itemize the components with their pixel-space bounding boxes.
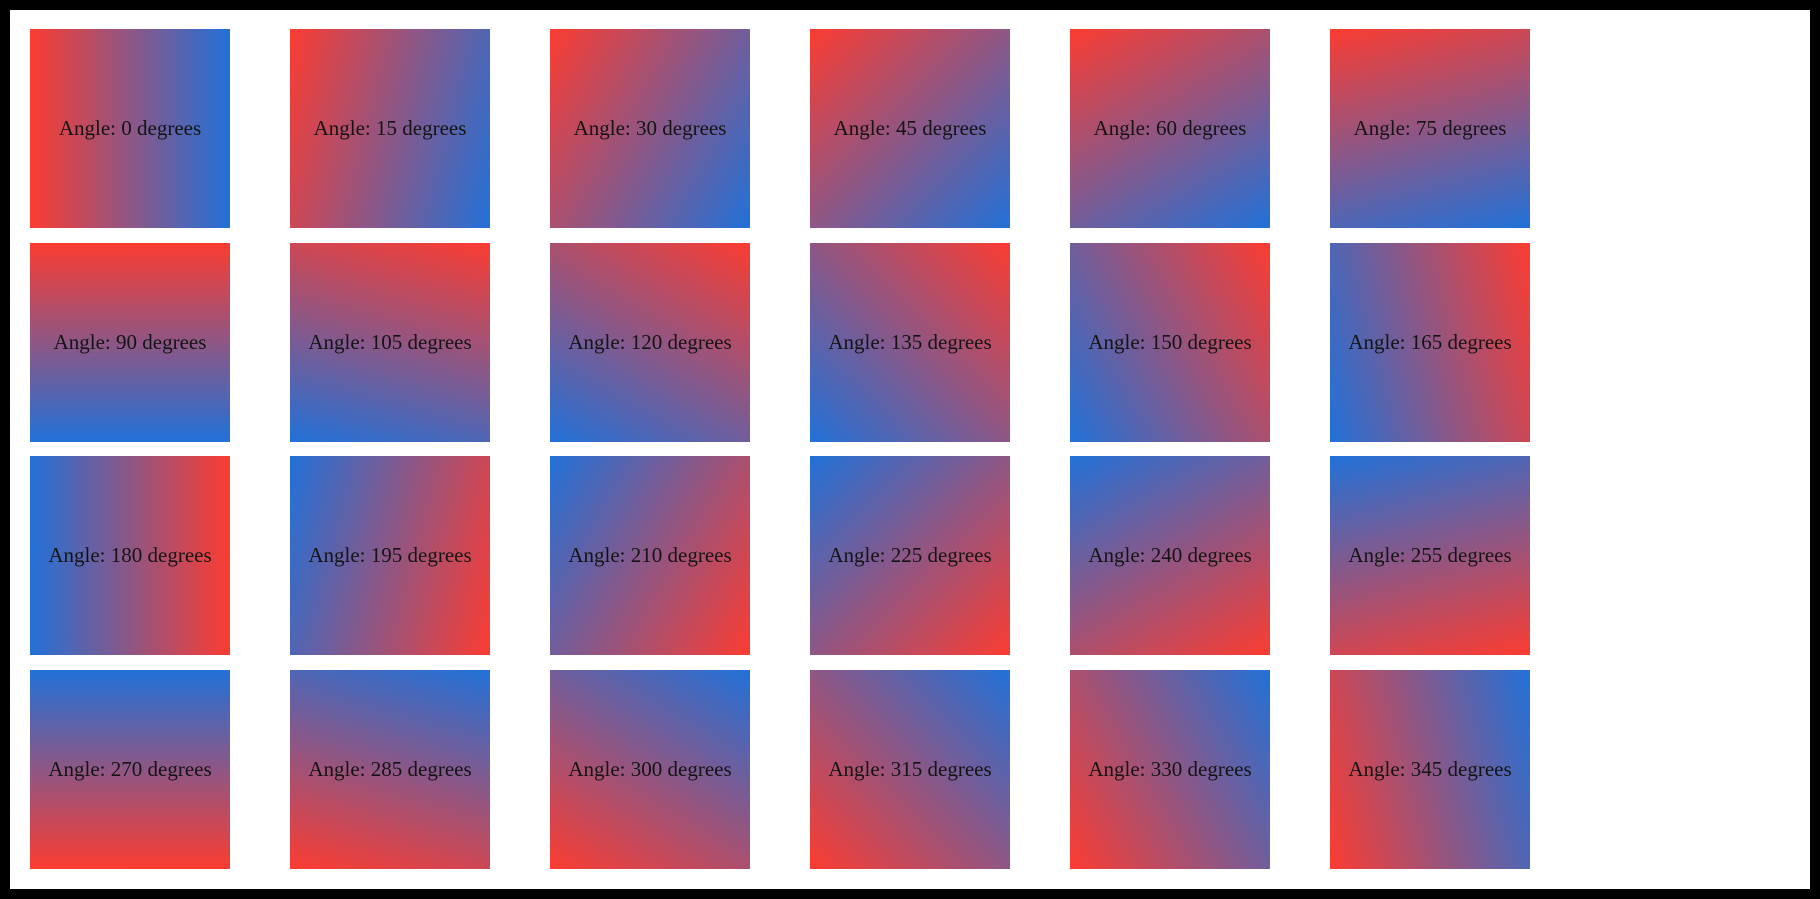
tile-label: Angle: 60 degrees <box>1093 116 1247 140</box>
gradient-tile: Angle: 195 degrees <box>290 456 490 655</box>
tile-label: Angle: 15 degrees <box>313 116 467 140</box>
tile-label: Angle: 195 degrees <box>308 543 472 567</box>
gradient-tile: Angle: 225 degrees <box>810 456 1010 655</box>
tile-label: Angle: 75 degrees <box>1353 116 1507 140</box>
tile-label: Angle: 150 degrees <box>1088 329 1252 354</box>
gradient-tile: Angle: 15 degrees <box>290 29 490 228</box>
tile-label: Angle: 300 degrees <box>568 756 732 781</box>
page-canvas: Angle: 0 degrees Angle: 15 degrees Angle… <box>10 10 1810 889</box>
gradient-tile: Angle: 255 degrees <box>1330 456 1530 655</box>
tile-label: Angle: 30 degrees <box>573 116 727 140</box>
gradient-tile: Angle: 315 degrees <box>810 669 1010 869</box>
gradient-tile: Angle: 150 degrees <box>1070 242 1270 442</box>
tile-label: Angle: 120 degrees <box>568 329 732 354</box>
gradient-tile: Angle: 180 degrees <box>30 456 230 655</box>
gradient-tile: Angle: 285 degrees <box>290 669 490 869</box>
gradient-tile: Angle: 105 degrees <box>290 242 490 442</box>
tile-label: Angle: 315 degrees <box>828 756 992 781</box>
tile-label: Angle: 240 degrees <box>1088 543 1252 567</box>
gradient-tile: Angle: 90 degrees <box>30 242 230 442</box>
tile-label: Angle: 225 degrees <box>828 543 992 567</box>
tile-label: Angle: 255 degrees <box>1348 543 1512 567</box>
gradient-tile: Angle: 0 degrees <box>30 29 230 228</box>
gradient-tile: Angle: 210 degrees <box>550 456 750 655</box>
gradient-tile: Angle: 165 degrees <box>1330 242 1530 442</box>
gradient-tile: Angle: 135 degrees <box>810 242 1010 442</box>
gradient-tile: Angle: 45 degrees <box>810 29 1010 228</box>
tile-label: Angle: 165 degrees <box>1348 329 1512 354</box>
gradient-tile: Angle: 330 degrees <box>1070 669 1270 869</box>
gradient-tile: Angle: 270 degrees <box>30 669 230 869</box>
gradient-tile: Angle: 120 degrees <box>550 242 750 442</box>
tile-label: Angle: 270 degrees <box>48 756 212 781</box>
tile-label: Angle: 285 degrees <box>308 756 472 781</box>
gradient-tile: Angle: 30 degrees <box>550 29 750 228</box>
gradient-tile: Angle: 300 degrees <box>550 669 750 869</box>
tile-label: Angle: 330 degrees <box>1088 756 1252 781</box>
tile-label: Angle: 90 degrees <box>53 329 207 354</box>
tile-label: Angle: 0 degrees <box>58 116 202 140</box>
tile-label: Angle: 180 degrees <box>48 543 212 567</box>
gradient-tile: Angle: 345 degrees <box>1330 669 1530 869</box>
tile-label: Angle: 345 degrees <box>1348 756 1512 781</box>
tile-label: Angle: 45 degrees <box>833 116 987 140</box>
gradient-grid: Angle: 0 degrees Angle: 15 degrees Angle… <box>30 29 1530 869</box>
gradient-tile: Angle: 240 degrees <box>1070 456 1270 655</box>
gradient-tile: Angle: 60 degrees <box>1070 29 1270 228</box>
tile-label: Angle: 135 degrees <box>828 329 992 354</box>
gradient-tile: Angle: 75 degrees <box>1330 29 1530 228</box>
tile-label: Angle: 210 degrees <box>568 543 732 567</box>
tile-label: Angle: 105 degrees <box>308 329 472 354</box>
